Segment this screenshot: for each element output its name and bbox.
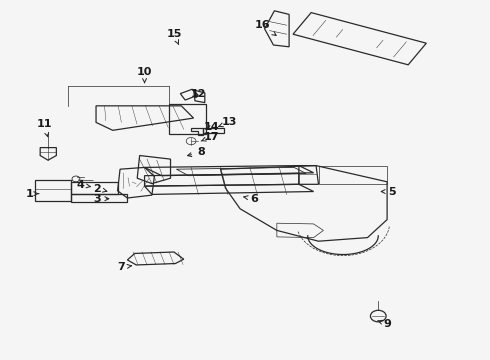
Text: 14: 14 <box>204 122 220 132</box>
Text: 10: 10 <box>137 67 152 83</box>
Text: 4: 4 <box>77 180 91 190</box>
Text: 6: 6 <box>244 194 258 204</box>
Text: 1: 1 <box>25 189 39 199</box>
Text: 9: 9 <box>378 319 391 329</box>
Text: 16: 16 <box>254 20 276 36</box>
Text: 15: 15 <box>166 29 182 45</box>
Text: 12: 12 <box>191 89 206 99</box>
Text: 11: 11 <box>36 119 52 137</box>
Text: 7: 7 <box>118 262 131 272</box>
Text: 8: 8 <box>188 147 205 157</box>
Text: 2: 2 <box>93 184 107 194</box>
Text: 5: 5 <box>381 186 396 197</box>
Text: 17: 17 <box>201 132 220 142</box>
Text: 13: 13 <box>219 117 237 127</box>
Text: 3: 3 <box>93 194 109 204</box>
